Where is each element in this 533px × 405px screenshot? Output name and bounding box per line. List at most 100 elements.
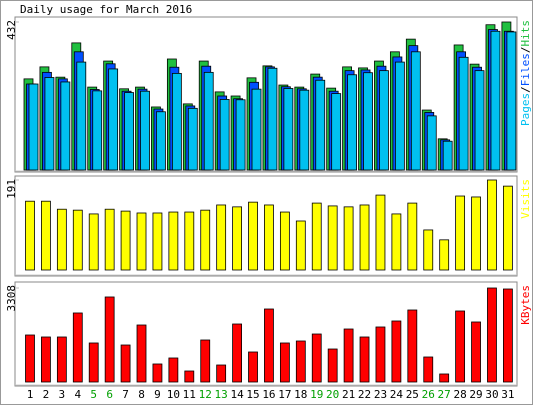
bar <box>184 211 195 271</box>
bar <box>474 70 485 171</box>
bar <box>379 70 389 171</box>
bar <box>423 229 434 271</box>
x-tick-label: 24 <box>390 388 404 401</box>
legend-entry: KBytes <box>519 285 532 325</box>
bar <box>168 211 179 271</box>
bar <box>60 81 71 171</box>
bar <box>363 72 373 171</box>
bar <box>171 72 182 171</box>
bar <box>104 296 115 383</box>
bar <box>41 336 51 383</box>
x-tick-label: 5 <box>90 388 97 401</box>
bar <box>407 202 418 271</box>
x-tick-label: 4 <box>74 388 81 401</box>
bar <box>487 287 497 383</box>
bar <box>72 312 83 383</box>
bar <box>219 99 230 171</box>
bar <box>279 211 290 271</box>
bar <box>359 204 370 271</box>
bar <box>235 99 246 171</box>
bar <box>41 200 51 271</box>
x-tick-label: 18 <box>294 388 307 401</box>
bar <box>458 56 469 171</box>
x-tick-label: 21 <box>342 388 355 401</box>
bar <box>25 334 35 383</box>
bar <box>200 339 211 383</box>
bar <box>92 90 103 171</box>
bar <box>343 328 354 383</box>
bar <box>327 348 338 383</box>
bar <box>216 204 227 271</box>
legend-entry: Files <box>519 53 532 86</box>
x-tick-label: 10 <box>167 388 180 401</box>
x-tick-label: 29 <box>469 388 482 401</box>
bar <box>156 111 166 171</box>
bar <box>327 205 338 271</box>
bar <box>502 185 513 271</box>
x-tick-label: 26 <box>422 388 435 401</box>
bar <box>248 351 258 383</box>
bar <box>487 179 497 271</box>
x-tick-label: 1 <box>27 388 34 401</box>
bar <box>375 194 386 271</box>
bar <box>267 67 278 171</box>
y-max-label: 432 <box>5 20 18 40</box>
x-tick-label: 28 <box>453 388 466 401</box>
bar <box>279 342 290 383</box>
legend-separator: / <box>519 47 532 54</box>
bar <box>248 201 258 271</box>
x-tick-label: 16 <box>262 388 275 401</box>
x-tick-label: 17 <box>278 388 291 401</box>
bar <box>28 83 39 171</box>
legend-entry: Pages <box>519 93 532 126</box>
bar <box>25 200 35 271</box>
series-label: Pages/Files/Hits <box>519 20 532 126</box>
x-tick-label: 13 <box>215 388 228 401</box>
bar <box>331 93 342 171</box>
x-tick-label: 25 <box>406 388 419 401</box>
bar <box>120 344 131 383</box>
bar <box>423 356 434 383</box>
bar <box>108 68 119 171</box>
bar <box>168 357 179 383</box>
bar <box>76 61 87 171</box>
bar <box>455 195 466 271</box>
x-tick-label: 30 <box>485 388 498 401</box>
bar <box>439 373 450 383</box>
bar <box>426 115 437 171</box>
bar <box>152 212 163 271</box>
bar <box>136 324 147 383</box>
bar <box>502 288 513 383</box>
x-tick-label: 14 <box>230 388 244 401</box>
bar <box>216 364 227 383</box>
bar <box>315 79 326 171</box>
bar <box>72 209 83 271</box>
x-tick-label: 19 <box>310 388 323 401</box>
bar <box>506 31 517 171</box>
bar <box>375 326 386 383</box>
y-max-label: 3308 <box>5 285 18 312</box>
bar <box>311 333 322 383</box>
x-tick-label: 20 <box>326 388 339 401</box>
x-tick-label: 23 <box>374 388 387 401</box>
bar <box>200 209 211 271</box>
bar <box>410 51 421 171</box>
bar <box>203 71 214 171</box>
chart-title: Daily usage for March 2016 <box>20 3 192 16</box>
bar <box>439 239 450 271</box>
bar <box>88 213 99 271</box>
bar <box>136 212 147 271</box>
bar <box>311 202 322 271</box>
bar <box>56 336 67 383</box>
bar <box>295 340 306 383</box>
bar <box>140 90 150 171</box>
bar <box>283 88 294 171</box>
bar <box>184 370 195 383</box>
series-label: KBytes <box>519 285 532 325</box>
bar <box>471 196 481 271</box>
bar <box>44 77 55 171</box>
bar <box>56 208 67 271</box>
x-tick-label: 31 <box>501 388 514 401</box>
bar <box>347 74 358 171</box>
